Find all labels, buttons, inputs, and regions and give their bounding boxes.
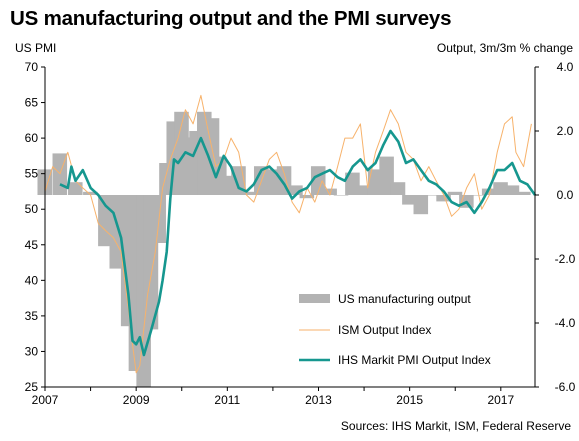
output-bar: [322, 188, 337, 195]
output-bar: [470, 195, 486, 196]
output-bar: [436, 195, 451, 202]
output-bar: [413, 195, 429, 215]
output-bar: [504, 185, 520, 195]
left-tick-label: 25: [25, 380, 39, 394]
right-tick-label: 0.0: [557, 188, 574, 202]
left-tick-label: 50: [25, 202, 39, 216]
output-bar: [516, 191, 531, 195]
left-tick-label: 55: [25, 167, 39, 181]
output-bar: [481, 188, 497, 195]
left-tick-label: 40: [25, 273, 39, 287]
left-axis-label: US PMI: [15, 41, 56, 55]
axes: 25 30 35 40 45 50 55 60 65 70 -6.0 -4.0 -2.0 0.0 2.0 4.…: [15, 41, 576, 407]
output-bar: [424, 195, 440, 196]
output-bar: [83, 191, 98, 195]
output-bar: [299, 195, 315, 199]
right-tick-label: 2.0: [557, 124, 574, 138]
output-bar: [447, 191, 463, 195]
output-bar: [379, 156, 394, 195]
x-tick-label: 2017: [487, 393, 514, 407]
output-bar: [390, 182, 406, 195]
left-tick-label: 60: [25, 131, 39, 145]
right-axis-label: Output, 3m/3m % change: [437, 41, 573, 55]
right-tick-label: -4.0: [555, 316, 576, 330]
x-tick-label: 2013: [305, 393, 332, 407]
plot-area: [37, 94, 537, 387]
output-bar: [265, 169, 280, 195]
ihs-pmi-line: [59, 129, 537, 357]
left-tick-label: 65: [25, 96, 39, 110]
x-tick-label: 2015: [396, 393, 423, 407]
left-tick-label: 45: [25, 238, 39, 252]
x-tick-label: 2011: [214, 393, 240, 407]
legend-label-ism: ISM Output Index: [338, 323, 431, 337]
left-tick-label: 30: [25, 344, 39, 358]
output-bar: [219, 175, 235, 195]
right-tick-label: -2.0: [555, 252, 576, 266]
right-tick-label: 4.0: [557, 60, 574, 74]
output-bar: [333, 195, 349, 196]
legend: US manufacturing output ISM Output Index I…: [299, 292, 491, 367]
x-tick-label: 2009: [123, 393, 150, 407]
left-tick-label: 35: [25, 309, 39, 323]
legend-swatch-output: [299, 294, 330, 303]
page-title: US manufacturing output and the PMI surv…: [10, 7, 452, 30]
output-bar: [288, 185, 303, 195]
output-bar: [367, 169, 383, 195]
left-tick-label: 70: [25, 60, 39, 74]
output-bar: [68, 182, 83, 195]
x-tick-label: 2007: [32, 393, 59, 407]
legend-label-ihs: IHS Markit PMI Output Index: [338, 353, 491, 367]
legend-label-output: US manufacturing output: [338, 292, 471, 306]
output-bar: [242, 191, 258, 195]
output-bar: [493, 182, 508, 195]
right-tick-label: -6.0: [555, 380, 576, 394]
source-note: Sources: IHS Markit, ISM, Federal Reserv…: [340, 419, 571, 433]
output-bar: [356, 185, 372, 195]
output-bar: [402, 195, 417, 205]
output-bar: [345, 172, 360, 195]
